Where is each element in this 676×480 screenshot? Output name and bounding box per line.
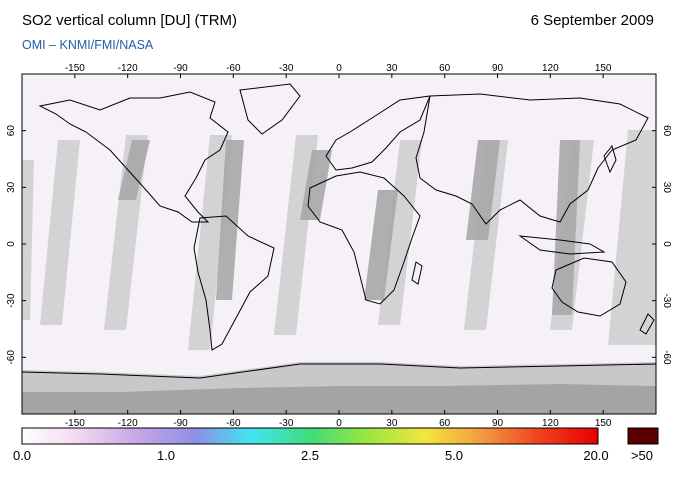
colorbar-label: 0.0 <box>12 448 32 463</box>
latitude-ticks-right: 60 30 0 -30 -60 <box>652 125 672 365</box>
latitude-tick-label: -30 <box>661 293 672 308</box>
longitude-tick-label: 150 <box>595 418 612 429</box>
longitude-tick-label: 60 <box>439 63 451 74</box>
longitude-tick-label: -90 <box>173 418 188 429</box>
longitude-tick-label: 120 <box>542 418 559 429</box>
longitude-tick-label: -60 <box>226 418 241 429</box>
colorbar-overflow-label: >50 <box>630 448 654 463</box>
swath-gap-land <box>466 140 500 240</box>
latitude-tick-label: 30 <box>661 182 672 194</box>
colorbar-label: 1.0 <box>156 448 176 463</box>
coastline-madagascar <box>411 261 423 285</box>
swath-gap-land <box>118 140 150 200</box>
longitude-tick-label: -120 <box>118 418 138 429</box>
swath-gap-land <box>364 190 398 300</box>
colorbar-label: 5.0 <box>444 448 464 463</box>
longitude-tick-label: -30 <box>279 63 294 74</box>
longitude-tick-label: 30 <box>386 63 398 74</box>
coastline-north-america <box>38 91 229 223</box>
longitude-tick-label: -60 <box>226 63 241 74</box>
map-date: 6 September 2009 <box>530 12 654 29</box>
swath-gap <box>608 130 656 345</box>
coastline-europe <box>325 95 431 171</box>
latitude-tick-label: 0 <box>6 241 17 247</box>
longitude-tick-label: 150 <box>595 63 612 74</box>
colorbar-label: 20.0 <box>583 448 609 463</box>
longitude-ticks-bottom: -150 -120 -90 -60 -30 0 30 60 90 120 150 <box>65 410 612 429</box>
latitude-tick-label: 0 <box>661 241 672 247</box>
longitude-tick-label: 30 <box>386 418 398 429</box>
longitude-tick-label: -90 <box>173 63 188 74</box>
longitude-tick-label: 0 <box>336 63 342 74</box>
coastline-australia <box>551 257 627 317</box>
latitude-tick-label: 60 <box>661 125 672 137</box>
latitude-tick-label: -60 <box>661 350 672 365</box>
swath-gap-land <box>552 140 580 315</box>
coastline-indonesia <box>518 235 606 255</box>
latitude-tick-label: -30 <box>6 293 17 308</box>
map-title: SO2 vertical column [DU] (TRM) <box>22 12 238 29</box>
swath-gap <box>22 160 34 320</box>
swath-gap <box>40 140 80 325</box>
coastline-japan <box>603 144 617 174</box>
latitude-ticks-left: 60 30 0 -30 -60 <box>6 125 26 365</box>
coastline-antarctica <box>22 363 656 379</box>
coastline-africa <box>307 171 421 305</box>
longitude-tick-label: -150 <box>65 418 85 429</box>
colorbar-overflow-swatch <box>627 427 659 445</box>
longitude-tick-label: 120 <box>542 63 559 74</box>
longitude-tick-label: -120 <box>118 63 138 74</box>
coastline-greenland <box>239 83 301 135</box>
longitude-tick-label: 90 <box>492 63 504 74</box>
coastline-south-america <box>193 215 275 351</box>
longitude-tick-label: -30 <box>279 418 294 429</box>
longitude-tick-label: -150 <box>65 63 85 74</box>
latitude-tick-label: 60 <box>6 125 17 137</box>
longitude-tick-label: 60 <box>439 418 451 429</box>
colorbar-label: 2.5 <box>300 448 320 463</box>
coastline-new-zealand <box>639 313 655 335</box>
swath-gap <box>378 140 422 325</box>
colorbar <box>21 427 599 445</box>
latitude-tick-label: -60 <box>6 350 17 365</box>
antarctic-no-data-dark <box>22 384 656 414</box>
latitude-tick-label: 30 <box>6 181 17 193</box>
longitude-tick-label: 90 <box>492 418 504 429</box>
longitude-ticks-top: -150 -120 -90 -60 -30 0 30 60 90 120 150 <box>65 63 612 78</box>
coastlines <box>22 83 656 379</box>
swath-gap <box>188 135 232 350</box>
coastline-asia <box>415 93 649 225</box>
longitude-tick-label: 0 <box>336 418 342 429</box>
data-credit: OMI – KNMI/FMI/NASA <box>22 38 154 52</box>
